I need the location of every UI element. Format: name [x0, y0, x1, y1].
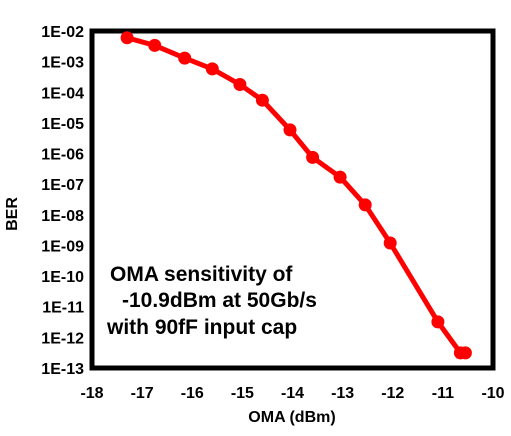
x-tick-label: -18: [80, 385, 103, 402]
y-tick-label: 1E-05: [41, 116, 84, 133]
data-point: [283, 123, 297, 137]
data-point: [205, 62, 219, 76]
y-tick-label: 1E-07: [41, 177, 84, 194]
data-point: [178, 51, 192, 65]
x-tick-label: -10: [481, 385, 504, 402]
y-tick-label: 1E-02: [41, 24, 84, 41]
data-point: [148, 38, 162, 52]
x-tick-label: -15: [231, 385, 254, 402]
data-point: [120, 31, 134, 45]
x-tick-label: -11: [432, 385, 454, 402]
y-tick-label: 1E-04: [41, 85, 84, 102]
x-tick-label: -12: [381, 385, 404, 402]
x-tick-label: -16: [181, 385, 204, 402]
y-tick-label: 1E-12: [41, 330, 84, 347]
x-tick-label: -13: [331, 385, 354, 402]
y-tick-label: 1E-10: [41, 269, 84, 286]
y-tick-label: 1E-11: [42, 300, 84, 317]
data-point: [255, 93, 269, 107]
series-layer: [120, 31, 472, 360]
y-tick-label: 1E-08: [41, 208, 84, 225]
data-point: [233, 78, 247, 91]
x-axis-label: OMA (dBm): [248, 409, 335, 426]
x-tick-label: -14: [281, 385, 304, 402]
y-tick-label: 1E-06: [41, 147, 84, 164]
data-point: [383, 236, 397, 250]
y-tick-label: 1E-09: [41, 238, 84, 255]
data-point: [333, 170, 347, 184]
y-tick-label: 1E-13: [41, 361, 84, 378]
y-axis-label: BER: [4, 197, 21, 231]
data-point: [358, 198, 372, 212]
x-tick-labels: -18 -17 -16 -15 -14 -13 -12 -11 -10: [80, 385, 504, 402]
data-point: [306, 150, 320, 164]
y-tick-labels: 1E-02 1E-03 1E-04 1E-05 1E-06 1E-07 1E-08 1E-09…: [41, 24, 84, 378]
data-point: [458, 346, 472, 360]
annotation-line-1: OMA sensitivity of: [110, 263, 293, 286]
data-point: [431, 315, 445, 329]
annotation-line-3: with 90fF input cap: [106, 316, 297, 339]
y-tick-label: 1E-03: [41, 55, 84, 72]
plot-frame: [89, 28, 496, 371]
annotation-line-2: -10.9dBm at 50Gb/s: [122, 289, 317, 312]
x-tick-label: -17: [131, 385, 154, 402]
